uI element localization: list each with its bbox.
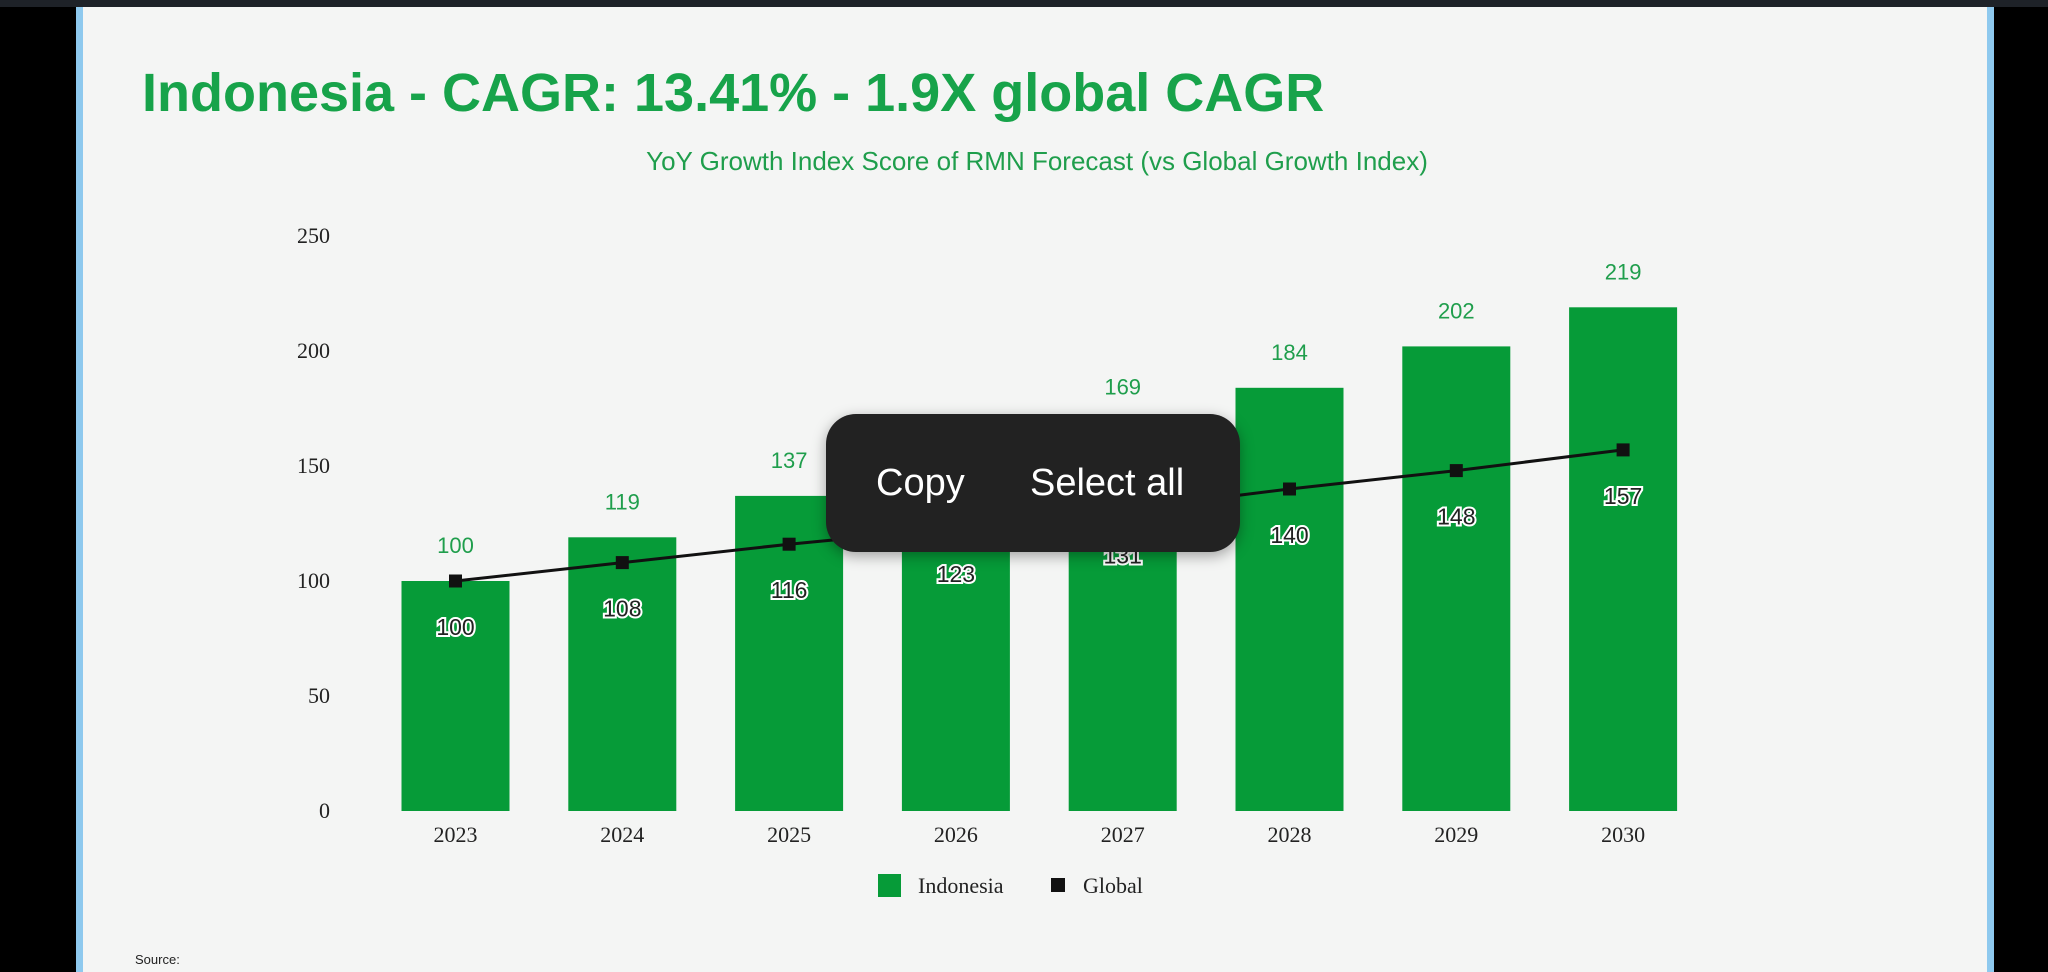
line-value-label: 116 — [771, 577, 808, 603]
x-axis-tick-label: 2026 — [934, 822, 978, 847]
y-axis-tick-label: 0 — [319, 798, 330, 823]
bar-indonesia — [1569, 307, 1678, 811]
x-axis-tick-label: 2025 — [767, 822, 811, 847]
line-value-label: 148 — [1437, 504, 1475, 530]
y-axis-tick-label: 150 — [297, 453, 330, 478]
x-axis-tick-label: 2024 — [600, 822, 644, 847]
y-axis-tick-label: 200 — [297, 338, 330, 363]
y-axis-tick-label: 250 — [297, 223, 330, 248]
bar-value-label: 169 — [1104, 374, 1141, 399]
bar-indonesia — [1402, 346, 1511, 811]
line-point-global — [1449, 464, 1463, 478]
select-all-button[interactable]: Select all — [1030, 462, 1185, 504]
bar-indonesia — [1235, 387, 1344, 811]
line-value-label: 157 — [1604, 483, 1642, 509]
copy-button[interactable]: Copy — [876, 462, 965, 504]
line-point-global — [782, 537, 796, 551]
legend-label-indonesia: Indonesia — [918, 873, 1004, 898]
line-value-label: 100 — [436, 614, 474, 640]
bar-value-label: 137 — [771, 448, 808, 473]
bar-indonesia — [401, 581, 510, 811]
x-axis-tick-label: 2023 — [434, 822, 478, 847]
legend-swatch-indonesia — [878, 874, 901, 897]
line-point-global — [1616, 443, 1630, 457]
status-bar — [0, 0, 2048, 7]
bar-value-label: 202 — [1438, 298, 1475, 323]
line-point-global — [1283, 482, 1296, 496]
legend-label-global: Global — [1083, 873, 1143, 898]
y-axis-tick-label: 100 — [297, 568, 330, 593]
y-axis-tick-label: 50 — [308, 683, 330, 708]
x-axis-tick-label: 2030 — [1601, 822, 1645, 847]
x-axis-tick-label: 2027 — [1101, 822, 1145, 847]
x-axis-tick-label: 2028 — [1268, 822, 1312, 847]
line-point-global — [449, 574, 462, 588]
line-value-label: 108 — [603, 596, 641, 622]
line-value-label: 140 — [1270, 522, 1308, 548]
bar-value-label: 119 — [605, 489, 640, 514]
bar-value-label: 219 — [1605, 259, 1642, 284]
bar-indonesia — [568, 537, 677, 811]
legend-swatch-global — [1051, 878, 1065, 892]
chart-subtitle: YoY Growth Index Score of RMN Forecast (… — [646, 146, 1428, 176]
source-note: Source: — [135, 952, 180, 967]
line-value-label: 123 — [937, 561, 975, 587]
text-selection-context-menu: Copy Select all — [826, 414, 1240, 552]
x-axis-tick-label: 2029 — [1434, 822, 1478, 847]
line-point-global — [615, 556, 629, 570]
slide-title: Indonesia - CAGR: 13.41% - 1.9X global C… — [142, 63, 1325, 123]
bar-value-label: 100 — [437, 533, 474, 558]
bar-value-label: 184 — [1271, 340, 1308, 365]
